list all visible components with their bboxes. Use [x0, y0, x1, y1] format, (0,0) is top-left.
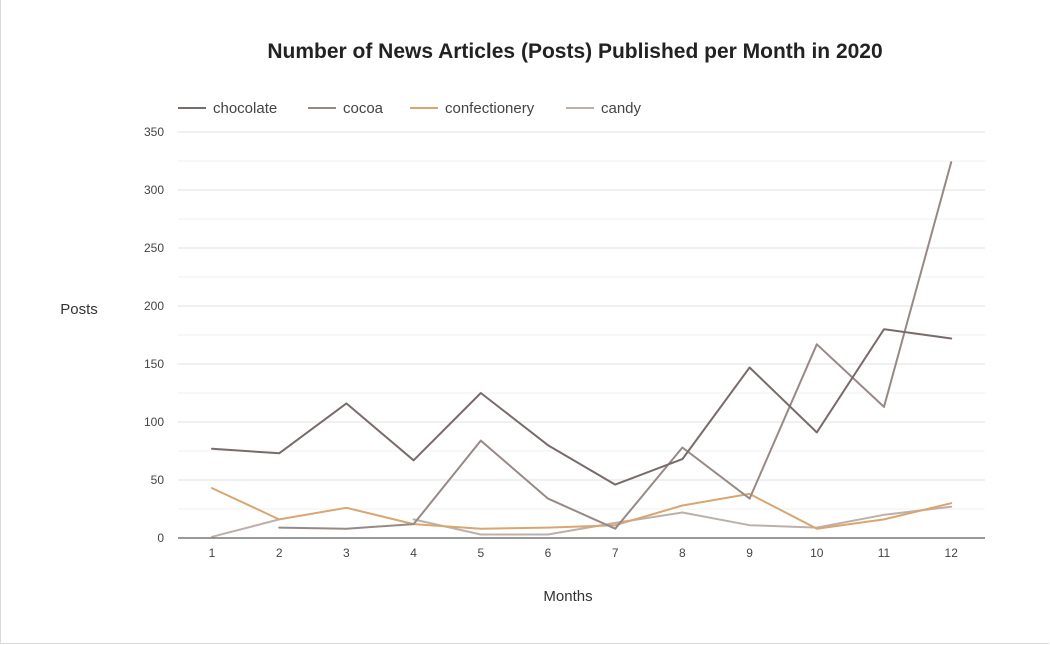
x-tick-label: 8	[679, 546, 686, 560]
y-tick-label: 300	[144, 183, 164, 197]
x-tick-label: 9	[746, 546, 753, 560]
series-line-chocolate	[211, 328, 953, 486]
y-tick-label: 150	[144, 357, 164, 371]
legend-label-confectionery: confectionery	[445, 100, 535, 117]
x-tick-label: 12	[945, 546, 959, 560]
series-line-candy	[211, 505, 953, 538]
x-tick-label: 11	[878, 546, 891, 560]
y-tick-label: 350	[144, 125, 164, 139]
y-tick-label: 50	[151, 473, 165, 487]
x-tick-label: 10	[810, 546, 824, 560]
x-tick-label: 1	[209, 546, 216, 560]
series-lines	[211, 161, 953, 538]
y-axis-title: Posts	[60, 301, 98, 318]
y-tick-label: 0	[157, 531, 164, 545]
gridlines	[178, 131, 985, 510]
x-tick-label: 2	[276, 546, 283, 560]
y-tick-label: 200	[144, 299, 164, 313]
x-tick-label: 5	[477, 546, 484, 560]
y-tick-label: 100	[144, 415, 164, 429]
series-line-confectionery	[211, 487, 953, 530]
x-tick-label: 6	[545, 546, 552, 560]
x-tick-label: 7	[612, 546, 619, 560]
x-tick-label: 4	[410, 546, 417, 560]
legend: chocolate cocoa confectionery candy	[178, 100, 642, 117]
x-axis-title: Months	[543, 588, 592, 605]
y-tick-label: 250	[144, 241, 164, 255]
chart-title: Number of News Articles (Posts) Publishe…	[267, 40, 883, 63]
x-tick-label: 3	[343, 546, 350, 560]
legend-label-chocolate: chocolate	[213, 100, 277, 117]
legend-label-candy: candy	[601, 100, 642, 117]
legend-label-cocoa: cocoa	[343, 100, 384, 117]
series-line-cocoa	[278, 161, 953, 530]
